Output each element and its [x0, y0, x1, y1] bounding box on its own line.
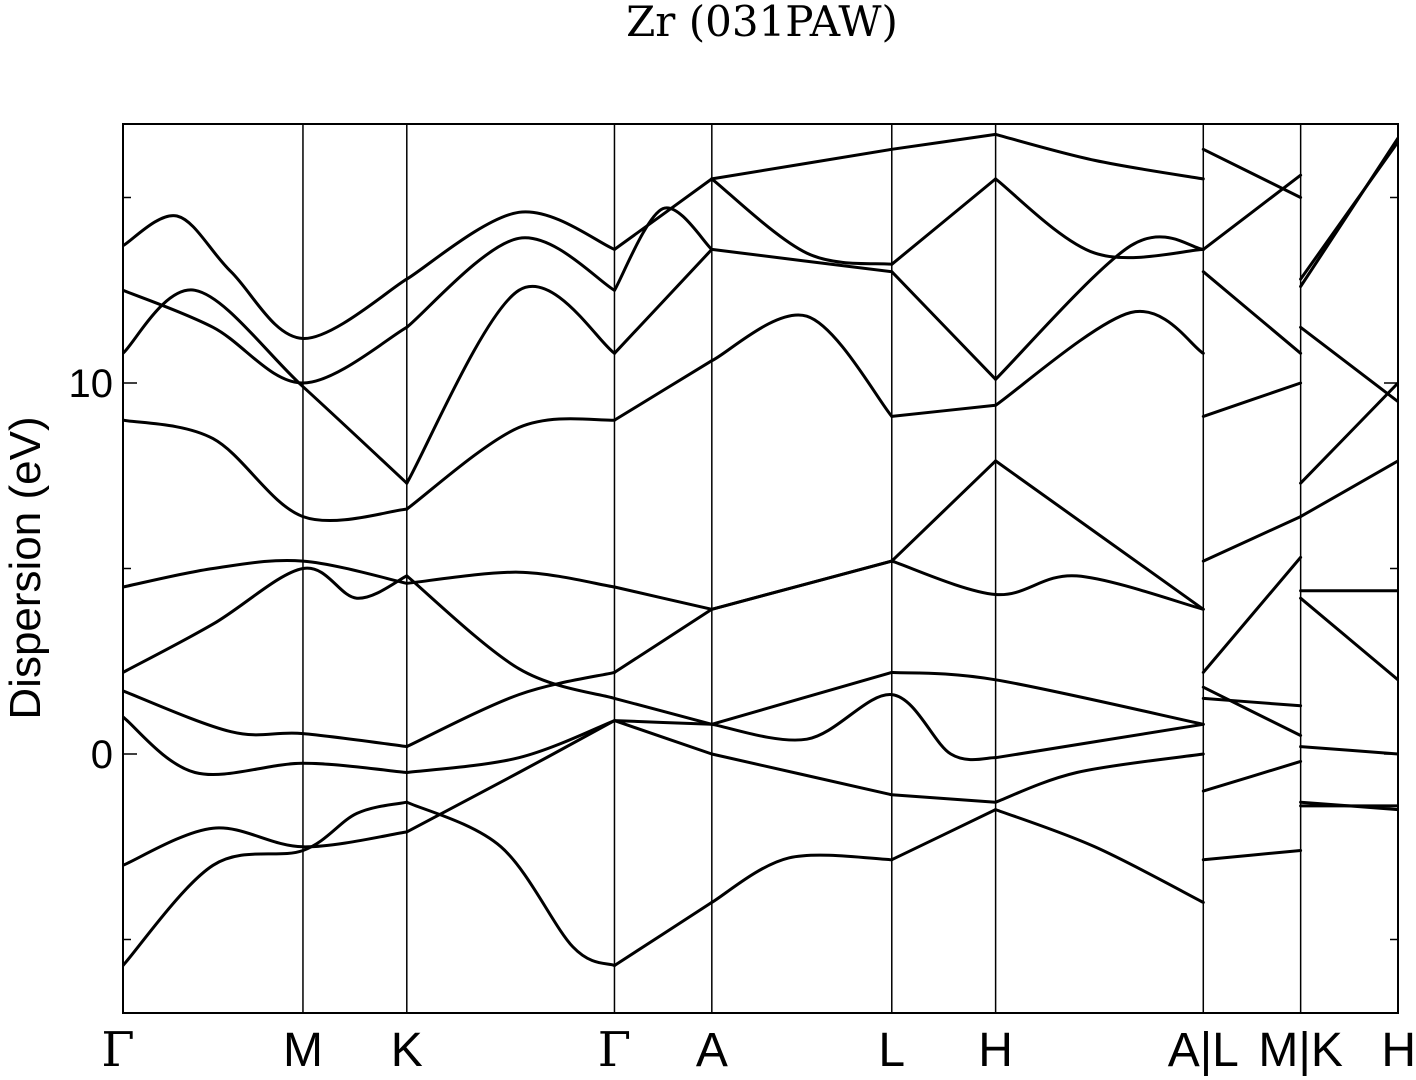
band-10-segment-3 — [613, 177, 714, 251]
band-6-segment-7 — [1201, 515, 1303, 563]
band-10-segment-6 — [994, 132, 1205, 181]
band-6-segment-6 — [994, 459, 1205, 611]
band-lines — [123, 132, 1398, 967]
band-10-segment-8 — [1299, 140, 1398, 281]
band-9-segment-4 — [710, 177, 894, 266]
band-5-segment-7 — [1299, 596, 1398, 682]
band-8-segment-8 — [1299, 325, 1398, 404]
x-tick-labels: Γ M K Γ A L H A|L M|K H — [101, 1022, 1416, 1078]
band-1-segment-2 — [405, 800, 616, 967]
band-2-segment-2 — [405, 719, 616, 834]
band-3-segment-2 — [405, 719, 616, 774]
band-2-segment-7 — [1201, 759, 1303, 793]
x-tick-label: M|K — [1258, 1024, 1342, 1077]
band-10-segment-4 — [710, 147, 894, 181]
y-tick-label: 0 — [91, 733, 113, 777]
band-3-segment-4 — [710, 693, 998, 762]
band-3-segment-6 — [1201, 685, 1303, 737]
band-4-segment-1 — [123, 689, 409, 749]
band-4-segment-3 — [613, 607, 714, 674]
band-4-segment-5 — [890, 559, 1205, 611]
x-tick-label: Γ — [598, 1022, 631, 1078]
band-4-segment-6 — [1201, 555, 1303, 674]
band-3-segment-1 — [123, 715, 409, 777]
band-5-segment-4 — [710, 670, 894, 726]
band-9-segment-5 — [890, 177, 998, 266]
band-8-segment-1 — [123, 288, 409, 485]
band-9-segment-2 — [405, 236, 616, 329]
band-5-segment-2 — [405, 574, 616, 700]
band-5-segment-3 — [613, 696, 714, 726]
band-1-segment-3 — [613, 900, 714, 967]
band-6-segment-2 — [405, 570, 616, 589]
x-tick-label: A|L — [1168, 1024, 1239, 1077]
x-tick-label: M — [283, 1024, 323, 1077]
band-8-segment-5 — [890, 270, 998, 381]
band-8-segment-7 — [1201, 270, 1303, 355]
band-9-segment-7 — [1201, 173, 1303, 251]
band-6-segment-8 — [1299, 459, 1398, 519]
x-tick-label: Γ — [101, 1022, 134, 1078]
band-8-segment-4 — [710, 247, 894, 274]
band-10-segment-7 — [1201, 147, 1303, 199]
band-6-segment-4 — [710, 559, 894, 611]
x-tick-label: L — [878, 1024, 905, 1077]
band-7-segment-2 — [405, 417, 616, 511]
x-tick-label: H — [1381, 1024, 1416, 1077]
band-4-segment-2 — [405, 670, 616, 749]
x-tick-label: H — [978, 1024, 1013, 1077]
band-6-segment-5 — [890, 459, 998, 563]
band-7-segment-3 — [613, 359, 714, 422]
band-7-segment-8 — [1299, 381, 1398, 485]
band-7-segment-7 — [1201, 381, 1303, 418]
band-3-segment-3 — [613, 719, 714, 756]
band-7-segment-6 — [994, 309, 1205, 407]
band-7-segment-5 — [890, 403, 998, 418]
band-5-segment-5 — [890, 670, 1205, 726]
band-8-segment-3 — [613, 247, 714, 355]
band-1-segment-1 — [123, 800, 409, 967]
x-tick-label: K — [391, 1024, 423, 1077]
band-8-segment-6 — [994, 235, 1205, 381]
band-9-segment-1 — [123, 288, 409, 385]
band-10-segment-2 — [405, 210, 616, 281]
band-9-segment-6 — [994, 177, 1205, 260]
y-axis-label: Dispersion (eV) — [1, 416, 50, 719]
band-2-segment-4 — [710, 752, 894, 797]
high-symmetry-lines — [302, 124, 1302, 1013]
band-3-segment-7 — [1299, 745, 1398, 756]
band-1-segment-6 — [994, 808, 1205, 904]
band-2-segment-1 — [123, 826, 409, 867]
band-2-segment-6 — [994, 752, 1205, 804]
band-10-segment-5 — [890, 132, 998, 151]
band-5-segment-6 — [1201, 696, 1303, 708]
band-5-segment-1 — [123, 566, 409, 674]
band-8-segment-2 — [405, 285, 616, 485]
band-6-segment-3 — [613, 585, 714, 611]
plot-frame — [122, 123, 1399, 1014]
y-ticks: 0 10 — [69, 196, 1398, 941]
band-1-segment-4 — [710, 853, 894, 904]
band-1-segment-7 — [1201, 849, 1303, 862]
band-3-segment-5 — [994, 722, 1205, 760]
band-1-segment-5 — [890, 808, 998, 862]
band-10-segment-1 — [123, 214, 409, 341]
band-7-segment-4 — [710, 313, 894, 418]
x-tick-label: A — [696, 1024, 728, 1077]
band-2-segment-5 — [890, 793, 998, 804]
chart-title: Zr (031PAW) — [626, 0, 898, 46]
y-tick-label: 10 — [69, 362, 114, 406]
band-7-segment-1 — [123, 418, 409, 523]
band-9-segment-3 — [613, 206, 714, 292]
band-6-segment-1 — [123, 558, 409, 589]
